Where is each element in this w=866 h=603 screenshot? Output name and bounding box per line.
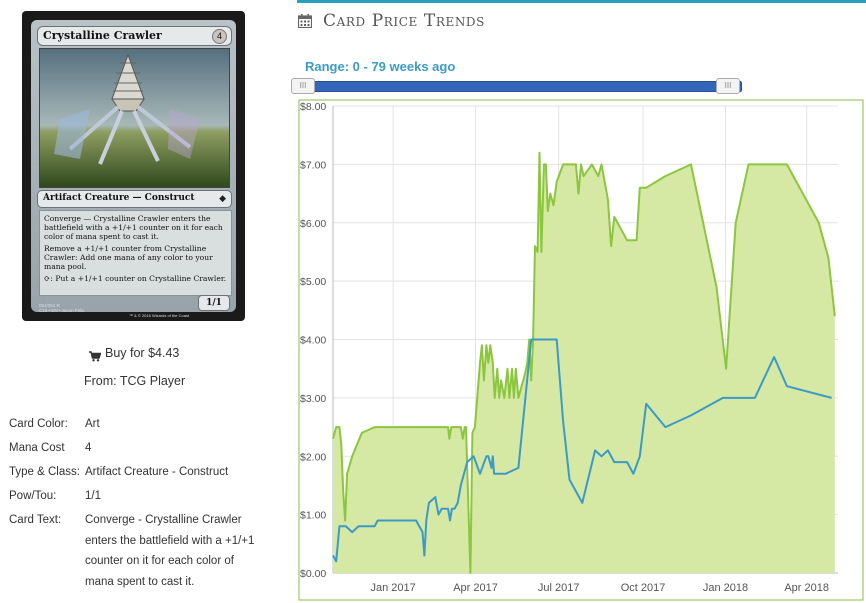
x-tick-label: Jul 2017 xyxy=(538,582,580,594)
cart-icon xyxy=(89,351,102,365)
y-tick-label: $8.00 xyxy=(300,101,326,113)
card-name: Crystalline Crawler xyxy=(43,29,162,42)
set-symbol-icon: ◆ xyxy=(219,193,226,203)
detail-value-text: Converge - Crystalline Crawler enters th… xyxy=(85,514,255,588)
range-slider-right-handle[interactable]: III xyxy=(716,78,740,94)
y-tick-label: $4.00 xyxy=(300,335,326,347)
detail-value: 4 xyxy=(85,442,92,454)
series-line-blue xyxy=(332,338,832,563)
detail-value: Artifact Creature - Construct xyxy=(85,466,229,478)
card-rules-box: Converge — Crystalline Crawler enters th… xyxy=(39,210,232,296)
y-tick-label: $5.00 xyxy=(300,276,326,288)
x-tick-label: Apr 2017 xyxy=(453,582,498,594)
x-tick-label: Jan 2018 xyxy=(703,582,748,594)
y-tick-label: $2.00 xyxy=(300,451,326,463)
mana-symbol-icon: 4 xyxy=(212,29,227,44)
collector-number: 054/351 R xyxy=(39,303,60,308)
y-tick-label: $7.00 xyxy=(300,159,326,171)
card-type-bar: Artifact Creature — Construct ◆ xyxy=(37,190,232,208)
card-rule: Converge — Crystalline Crawler enters th… xyxy=(44,214,223,241)
detail-label: Mana Cost xyxy=(9,442,65,454)
detail-label: Type & Class: xyxy=(9,466,80,478)
x-tick-label: Oct 2017 xyxy=(621,582,666,594)
range-label: Range: 0 - 79 weeks ago xyxy=(305,59,456,74)
y-tick-label: $3.00 xyxy=(300,393,326,405)
price-trend-chart: $0.00 $1.00 $2.00 $3.00 $4.00 $5.00 $6.00 $7.00… xyxy=(298,99,864,601)
y-tick-label: $6.00 xyxy=(300,218,326,230)
calendar-icon xyxy=(297,14,313,33)
detail-value: 1/1 xyxy=(85,490,101,502)
card-rule: ⟳: Put a +1/+1 counter on Crystalline Cr… xyxy=(44,274,227,283)
price-source: From: TCG Player xyxy=(84,374,186,388)
card-power-toughness: 1/1 xyxy=(198,295,230,311)
detail-label: Card Text: xyxy=(9,514,62,526)
range-slider[interactable] xyxy=(300,81,742,92)
card-art xyxy=(39,48,230,188)
series-line-green xyxy=(332,151,836,574)
detail-label: Pow/Tou: xyxy=(9,490,57,502)
accent-bar xyxy=(297,0,866,3)
card-copyright: ™ & © 2016 Wizards of the Coast xyxy=(129,313,190,318)
card-frame: Crystalline Crawler 4 xyxy=(31,20,236,318)
y-tick-label: $1.00 xyxy=(300,510,326,522)
card-name-bar: Crystalline Crawler 4 xyxy=(37,26,232,46)
card-rule: Remove a +1/+1 counter from Crystalline … xyxy=(44,244,213,271)
card-collector-info: 054/351 R C16 • EN • Jason Felix xyxy=(39,303,84,313)
buy-label: Buy for $4.43 xyxy=(105,346,180,360)
range-slider-left-handle[interactable]: III xyxy=(291,78,315,94)
x-tick-label: Jan 2017 xyxy=(370,582,415,594)
crawler-art-icon xyxy=(40,49,229,187)
detail-label: Card Color: xyxy=(9,418,68,430)
set-line: C16 • EN • Jason Felix xyxy=(39,308,85,313)
card-type-line: Artifact Creature — Construct xyxy=(43,193,195,203)
x-tick-label: Apr 2018 xyxy=(784,582,829,594)
card-image: Crystalline Crawler 4 xyxy=(22,11,245,321)
series-area-fill xyxy=(333,152,835,573)
buy-link[interactable]: Buy for $4.43 xyxy=(89,346,179,365)
section-title: Card Price Trends xyxy=(323,11,485,31)
y-tick-label: $0.00 xyxy=(300,568,326,580)
detail-value: Art xyxy=(85,418,100,430)
